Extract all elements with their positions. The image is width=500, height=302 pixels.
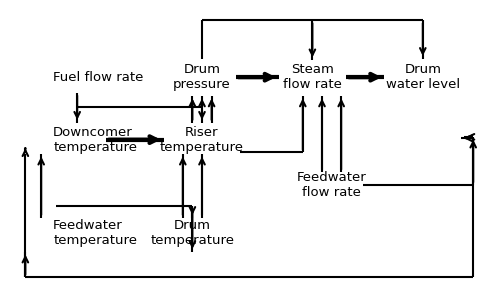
Text: Drum
pressure: Drum pressure [173, 63, 231, 91]
Text: Riser
temperature: Riser temperature [160, 126, 244, 154]
Text: Downcomer
temperature: Downcomer temperature [53, 126, 137, 154]
Text: Drum
water level: Drum water level [386, 63, 460, 91]
Text: Steam
flow rate: Steam flow rate [283, 63, 342, 91]
Text: Feedwater
temperature: Feedwater temperature [53, 219, 137, 247]
Text: Feedwater
flow rate: Feedwater flow rate [296, 171, 366, 199]
Text: Fuel flow rate: Fuel flow rate [53, 71, 144, 84]
Text: Drum
temperature: Drum temperature [150, 219, 234, 247]
